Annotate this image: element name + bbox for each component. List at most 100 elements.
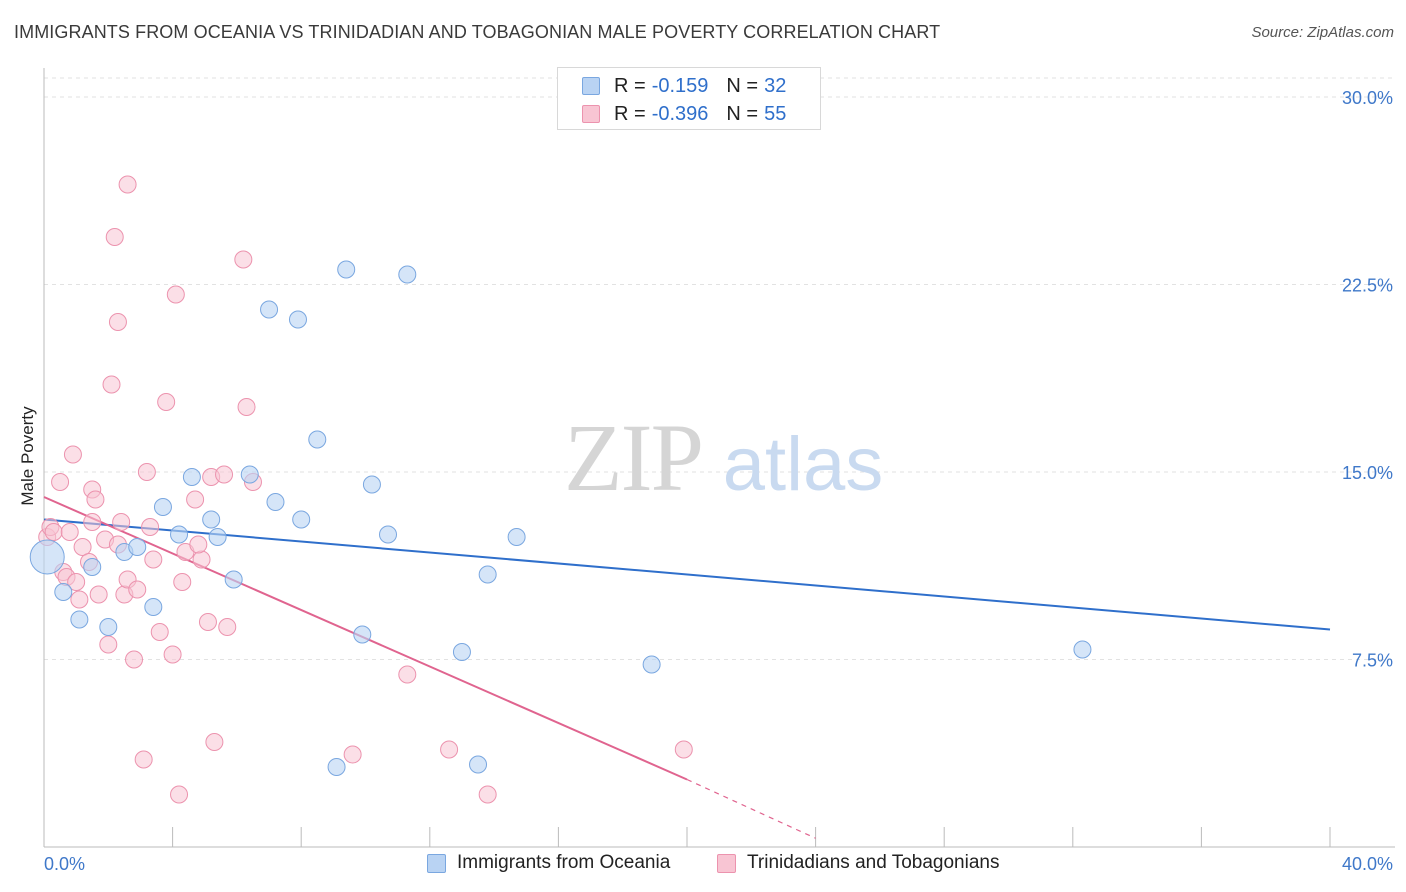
- data-point-oceania: [642, 655, 661, 674]
- y-tick-label: 7.5%: [1352, 651, 1393, 671]
- data-point-trinidad: [157, 393, 176, 411]
- data-point-trinidad: [166, 285, 185, 304]
- legend-swatch-pink: [582, 105, 600, 123]
- data-point-oceania: [507, 528, 526, 546]
- x-tick-label: 40.0%: [1342, 854, 1393, 874]
- data-point-trinidad: [398, 665, 417, 684]
- data-point-oceania: [469, 755, 488, 774]
- bottom-legend-item-trinidad: Trinidadians and Tobagonians: [717, 852, 999, 874]
- data-point-oceania: [240, 465, 259, 484]
- data-point-trinidad: [70, 590, 89, 609]
- data-point-oceania: [99, 618, 118, 636]
- watermark: ZIP atlas: [564, 404, 883, 511]
- data-point-oceania: [288, 310, 307, 329]
- trend-lines: [43, 496, 1331, 839]
- data-point-oceania: [452, 643, 471, 661]
- y-tick-label: 15.0%: [1342, 463, 1393, 483]
- data-point-oceania: [292, 510, 311, 529]
- data-point-trinidad: [674, 740, 693, 759]
- bottom-legend-swatch-pink: [717, 853, 736, 873]
- data-point-oceania: [379, 525, 398, 544]
- data-point-oceania: [260, 300, 279, 319]
- data-point-oceania: [266, 493, 285, 511]
- legend-n-label: N =: [726, 102, 759, 125]
- data-point-trinidad: [83, 513, 102, 531]
- watermark-atlas: atlas: [723, 422, 884, 507]
- data-point-oceania: [398, 265, 417, 284]
- data-point-trinidad: [440, 740, 459, 759]
- bottom-legend-swatch-blue: [427, 853, 446, 873]
- trend-line-oceania: [43, 518, 1331, 631]
- data-point-oceania: [144, 598, 163, 616]
- data-point-trinidad: [105, 228, 124, 246]
- data-point-trinidad: [86, 490, 105, 509]
- legend-r-label: R =: [614, 74, 646, 97]
- legend-row-series2: R = -0.396 N = 55: [582, 102, 786, 126]
- source-credit: Source: ZipAtlas.com: [1251, 24, 1394, 41]
- data-point-oceania: [353, 625, 372, 644]
- data-point-trinidad: [60, 523, 79, 541]
- data-point-oceania: [327, 758, 346, 776]
- legend-r-label: R =: [614, 102, 646, 125]
- bottom-legend-label: Trinidadians and Tobagonians: [747, 852, 1000, 873]
- data-point-trinidad: [478, 785, 497, 804]
- data-point-oceania: [478, 565, 497, 584]
- data-point-trinidad: [125, 650, 144, 669]
- data-point-oceania: [182, 468, 201, 486]
- legend-n-value: 55: [764, 102, 787, 125]
- data-point-trinidad: [89, 585, 108, 604]
- data-point-oceania: [208, 528, 227, 546]
- legend-row-series1: R = -0.159 N = 32: [582, 74, 786, 98]
- data-point-trinidad: [186, 490, 205, 509]
- data-point-trinidad: [99, 635, 118, 654]
- data-point-trinidad: [67, 573, 86, 591]
- data-point-trinidad: [234, 250, 253, 269]
- data-point-trinidad: [198, 613, 217, 631]
- data-point-trinidad: [215, 465, 234, 484]
- data-point-trinidad: [144, 550, 163, 569]
- legend-n-value: 32: [764, 74, 787, 97]
- watermark-zip: ZIP: [564, 404, 702, 511]
- legend-box: R = -0.159 N = 32 R = -0.396 N = 55: [557, 67, 821, 130]
- data-point-trinidad: [192, 550, 211, 569]
- data-point-trinidad: [128, 580, 147, 599]
- data-point-oceania: [202, 510, 221, 529]
- data-point-oceania: [308, 430, 327, 449]
- bottom-legend-label: Immigrants from Oceania: [457, 852, 671, 873]
- data-point-trinidad: [63, 445, 82, 464]
- chart-title: IMMIGRANTS FROM OCEANIA VS TRINIDADIAN A…: [14, 22, 941, 42]
- data-point-trinidad: [237, 398, 256, 416]
- data-point-trinidad: [102, 375, 121, 394]
- y-tick-label: 22.5%: [1342, 276, 1393, 296]
- tick-labels: 7.5% 15.0% 22.5% 30.0% 0.0% 40.0%: [44, 88, 1393, 874]
- data-point-trinidad: [137, 463, 156, 481]
- legend-n-label: N =: [726, 74, 759, 97]
- data-points: [29, 175, 1092, 804]
- data-point-trinidad: [51, 473, 70, 491]
- trend-line-trinidad-extension: [686, 778, 816, 839]
- data-point-trinidad: [73, 538, 92, 556]
- data-point-trinidad: [134, 750, 153, 769]
- data-point-trinidad: [44, 523, 63, 541]
- data-point-trinidad: [118, 175, 137, 194]
- data-point-oceania: [170, 525, 189, 544]
- data-point-oceania: [29, 539, 65, 575]
- data-point-trinidad: [189, 535, 208, 554]
- data-point-trinidad: [141, 518, 160, 536]
- data-point-trinidad: [343, 745, 362, 764]
- data-point-oceania: [362, 475, 381, 494]
- data-point-trinidad: [170, 785, 189, 804]
- data-point-oceania: [128, 538, 147, 556]
- data-point-trinidad: [150, 623, 169, 641]
- legend-r-value: -0.159: [651, 74, 709, 97]
- data-point-trinidad: [163, 645, 182, 664]
- data-point-oceania: [337, 260, 356, 279]
- bottom-legend-item-oceania: Immigrants from Oceania: [427, 852, 670, 874]
- grid-lines: [44, 77, 1395, 660]
- data-point-oceania: [1073, 640, 1092, 659]
- y-tick-label: 30.0%: [1342, 88, 1393, 108]
- data-point-oceania: [83, 558, 102, 576]
- data-point-oceania: [54, 583, 73, 601]
- data-point-trinidad: [173, 573, 192, 591]
- data-point-oceania: [70, 610, 89, 629]
